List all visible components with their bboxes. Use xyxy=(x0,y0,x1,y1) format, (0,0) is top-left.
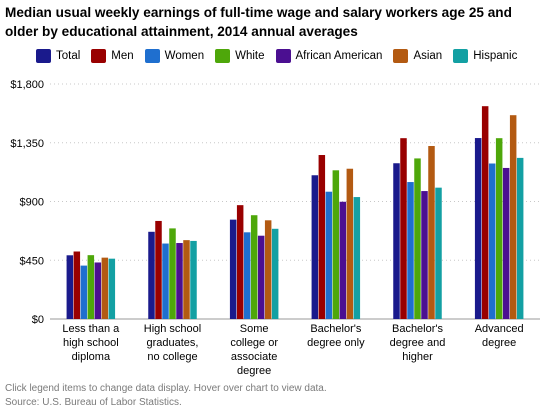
y-tick-label: $450 xyxy=(20,255,44,267)
x-tick-label-line: degree xyxy=(482,337,516,349)
bar-women[interactable]: Women: $578 xyxy=(162,243,169,319)
x-tick-label: Some college or associate degree xyxy=(230,323,278,377)
legend-label: Asian xyxy=(413,50,443,62)
bar-men[interactable]: Men: $1,256 xyxy=(318,155,326,319)
x-tick-label-line: college or xyxy=(230,337,278,349)
bar-asian[interactable]: Asian: $1,561 xyxy=(509,115,517,319)
legend-swatch xyxy=(215,49,231,63)
bar-total[interactable]: Total: $668 xyxy=(148,231,155,319)
bar-chart[interactable]: $0 $450 $900 $1,350 $1,800 Total: $488Men: $5… xyxy=(0,0,549,380)
bar-men[interactable]: Men: $517 xyxy=(73,251,81,320)
x-tick-label-line: diploma xyxy=(72,351,111,363)
bar-women[interactable]: Women: $1,049 xyxy=(407,182,414,319)
bar-men[interactable]: Men: $872 xyxy=(236,205,244,319)
x-tick-label: High school graduates, no college xyxy=(144,323,201,363)
legend-label: Men xyxy=(111,50,134,62)
y-tick-label: $1,350 xyxy=(10,138,44,150)
bar-hispanic[interactable]: Hispanic: $1,234 xyxy=(516,157,524,319)
legend-swatch xyxy=(36,49,51,63)
bar-white[interactable]: White: $1,385 xyxy=(495,138,503,319)
bar-women[interactable]: Women: $664 xyxy=(243,232,251,319)
x-tick-label-line: Some xyxy=(240,323,269,335)
bar-hispanic[interactable]: Hispanic: $598 xyxy=(190,240,197,319)
bar-african-american[interactable]: African American: $638 xyxy=(257,235,265,319)
bar-asian[interactable]: Asian: $604 xyxy=(183,240,190,319)
bar-men[interactable]: Men: $751 xyxy=(155,220,162,319)
bar-total[interactable]: Total: $1,193 xyxy=(393,163,400,319)
legend-item-total[interactable]: Total xyxy=(36,49,80,63)
legend-swatch xyxy=(144,49,160,63)
bar-white[interactable]: White: $1,139 xyxy=(332,170,340,319)
x-tick-label-line: degree and xyxy=(390,337,446,349)
x-tick-label: Bachelor's degree and higher xyxy=(390,323,446,363)
bar-asian[interactable]: Asian: $756 xyxy=(264,220,272,319)
y-tick-label: $1,800 xyxy=(10,79,44,91)
legend-swatch xyxy=(393,49,409,63)
bar-men[interactable]: Men: $1,630 xyxy=(481,106,489,319)
legend-item-women[interactable]: Women xyxy=(144,49,205,63)
bar-white[interactable]: White: $795 xyxy=(250,215,258,319)
x-tick-label: Advanced degree xyxy=(475,323,524,349)
chart-legend: Total Men Women White African American Asian H… xyxy=(36,48,528,64)
bar-african-american[interactable]: African American: $582 xyxy=(176,243,183,319)
bar-total[interactable]: Total: $761 xyxy=(229,219,237,319)
legend-label: White xyxy=(235,50,265,62)
legend-item-white[interactable]: White xyxy=(215,49,265,63)
legend-swatch xyxy=(275,49,291,63)
bar-white[interactable]: White: $1,230 xyxy=(414,158,421,319)
y-tick-label: $900 xyxy=(20,197,44,209)
bar-hispanic[interactable]: Hispanic: $1,006 xyxy=(435,187,442,319)
bar-african-american[interactable]: African American: $898 xyxy=(339,201,347,319)
legend-label: Women xyxy=(164,50,205,62)
x-tick-label-line: High school xyxy=(144,323,201,335)
legend-label: African American xyxy=(295,50,383,62)
legend-label: Total xyxy=(56,50,81,62)
x-tick-label-line: degree only xyxy=(307,337,365,349)
x-tick-label-line: high school xyxy=(63,337,119,349)
x-tick-label-line: Less than a xyxy=(62,323,120,335)
bar-african-american[interactable]: African American: $433 xyxy=(94,262,102,319)
legend-item-asian[interactable]: Asian xyxy=(393,49,442,63)
x-tick-label-line: no college xyxy=(147,351,197,363)
bar-total[interactable]: Total: $488 xyxy=(66,255,74,319)
bar-women[interactable]: Women: $975 xyxy=(325,191,333,319)
legend-swatch xyxy=(453,49,469,63)
bar-asian[interactable]: Asian: $1,325 xyxy=(428,146,435,319)
x-tick-label-line: Bachelor's xyxy=(310,323,362,335)
bar-women[interactable]: Women: $409 xyxy=(80,265,88,319)
bar-women[interactable]: Women: $1,191 xyxy=(488,163,496,319)
legend-item-men[interactable]: Men xyxy=(91,49,134,63)
legend-item-african-american[interactable]: African American xyxy=(275,49,383,63)
chart-title: Median usual weekly earnings of full-tim… xyxy=(5,5,512,39)
x-tick-label-line: Advanced xyxy=(475,323,524,335)
bar-hispanic[interactable]: Hispanic: $934 xyxy=(353,197,361,319)
legend-swatch xyxy=(91,49,107,63)
x-tick-label: Less than a high school diploma xyxy=(62,323,120,363)
y-tick-label: $0 xyxy=(32,314,44,326)
bar-african-american[interactable]: African American: $1,157 xyxy=(502,167,510,319)
bar-men[interactable]: Men: $1,385 xyxy=(400,138,407,319)
bar-asian[interactable]: Asian: $1,151 xyxy=(346,168,354,319)
bar-asian[interactable]: Asian: $470 xyxy=(101,257,109,319)
x-tick-label: Bachelor's degree only xyxy=(307,323,365,349)
chart-instructions-note: Click legend items to change data displa… xyxy=(5,383,327,394)
bar-african-american[interactable]: African American: $980 xyxy=(421,191,428,319)
x-tick-label-line: graduates, xyxy=(147,337,199,349)
bar-total[interactable]: Total: $1,386 xyxy=(474,138,482,319)
bar-hispanic[interactable]: Hispanic: $691 xyxy=(271,228,279,319)
x-tick-label-line: degree xyxy=(237,365,271,377)
bar-white[interactable]: White: $489 xyxy=(87,255,95,319)
legend-item-hispanic[interactable]: Hispanic xyxy=(453,49,517,63)
bar-hispanic[interactable]: Hispanic: $462 xyxy=(108,258,116,319)
bar-white[interactable]: White: $694 xyxy=(169,228,176,319)
x-tick-label-line: Bachelor's xyxy=(392,323,444,335)
source-note: Source: U.S. Bureau of Labor Statistics. xyxy=(5,397,182,408)
bar-total[interactable]: Total: $1,101 xyxy=(311,175,319,319)
x-tick-label-line: higher xyxy=(402,351,433,363)
x-tick-label-line: associate xyxy=(231,351,277,363)
legend-label: Hispanic xyxy=(473,50,518,62)
